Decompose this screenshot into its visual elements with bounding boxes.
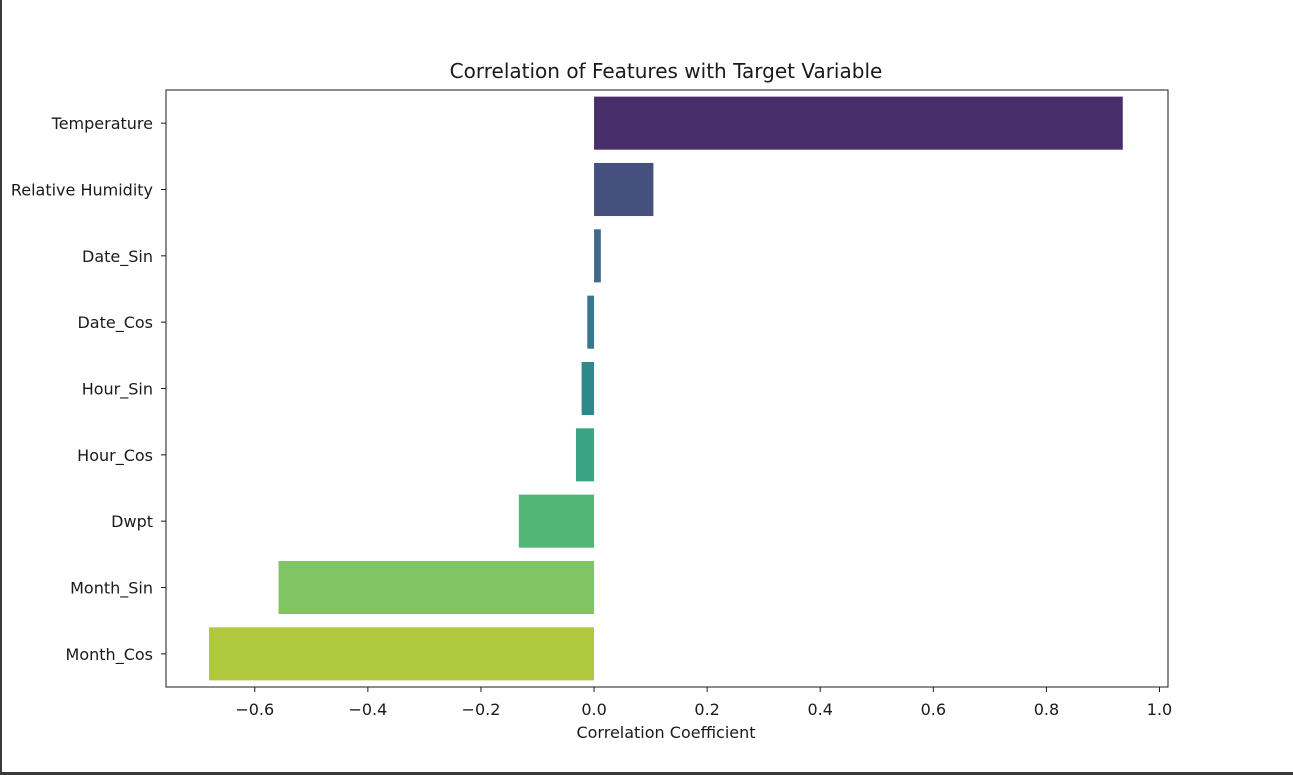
- x-tick-label: 0.8: [1034, 700, 1059, 719]
- bar-date-sin: [594, 229, 601, 283]
- bar-date-cos: [587, 295, 595, 349]
- y-tick-label: Date_Cos: [77, 313, 153, 333]
- y-tick-label: Month_Cos: [66, 645, 153, 665]
- y-axis-ticks: Temperature Relative Humidity Date_Sin Date…: [11, 114, 166, 665]
- plot-area-frame: [165, 89, 1169, 688]
- bar-hour-sin: [581, 361, 595, 416]
- x-axis-label: Correlation Coefficient: [576, 723, 755, 742]
- bar-dwpt: [518, 494, 595, 548]
- bar-hour-cos: [575, 428, 595, 482]
- bar-relative-humidity: [594, 162, 654, 217]
- chart-title: Correlation of Features with Target Vari…: [450, 59, 883, 83]
- x-tick-label: 0.6: [921, 700, 946, 719]
- x-tick-label: 0.2: [694, 700, 719, 719]
- bars-layer: [208, 96, 1123, 681]
- bar-month-cos: [208, 627, 595, 681]
- bar-temperature: [594, 96, 1123, 150]
- y-tick-label: Relative Humidity: [11, 181, 153, 200]
- x-tick-label: 0.0: [581, 700, 606, 719]
- y-tick-label: Date_Sin: [82, 247, 153, 267]
- x-axis-ticks: −0.6 −0.4 −0.2 0.0 0.2 0.4 0.6 0.8 1.0: [235, 687, 1172, 719]
- x-tick-label: −0.6: [235, 700, 274, 719]
- y-tick-label: Dwpt: [111, 512, 153, 531]
- y-tick-label: Hour_Sin: [82, 380, 153, 400]
- x-tick-label: −0.2: [462, 700, 501, 719]
- y-tick-label: Month_Sin: [70, 579, 153, 599]
- y-tick-label: Hour_Cos: [77, 446, 153, 466]
- x-tick-label: 1.0: [1147, 700, 1172, 719]
- x-tick-label: 0.4: [808, 700, 833, 719]
- y-tick-label: Temperature: [51, 114, 153, 133]
- x-tick-label: −0.4: [348, 700, 387, 719]
- bar-month-sin: [278, 560, 595, 615]
